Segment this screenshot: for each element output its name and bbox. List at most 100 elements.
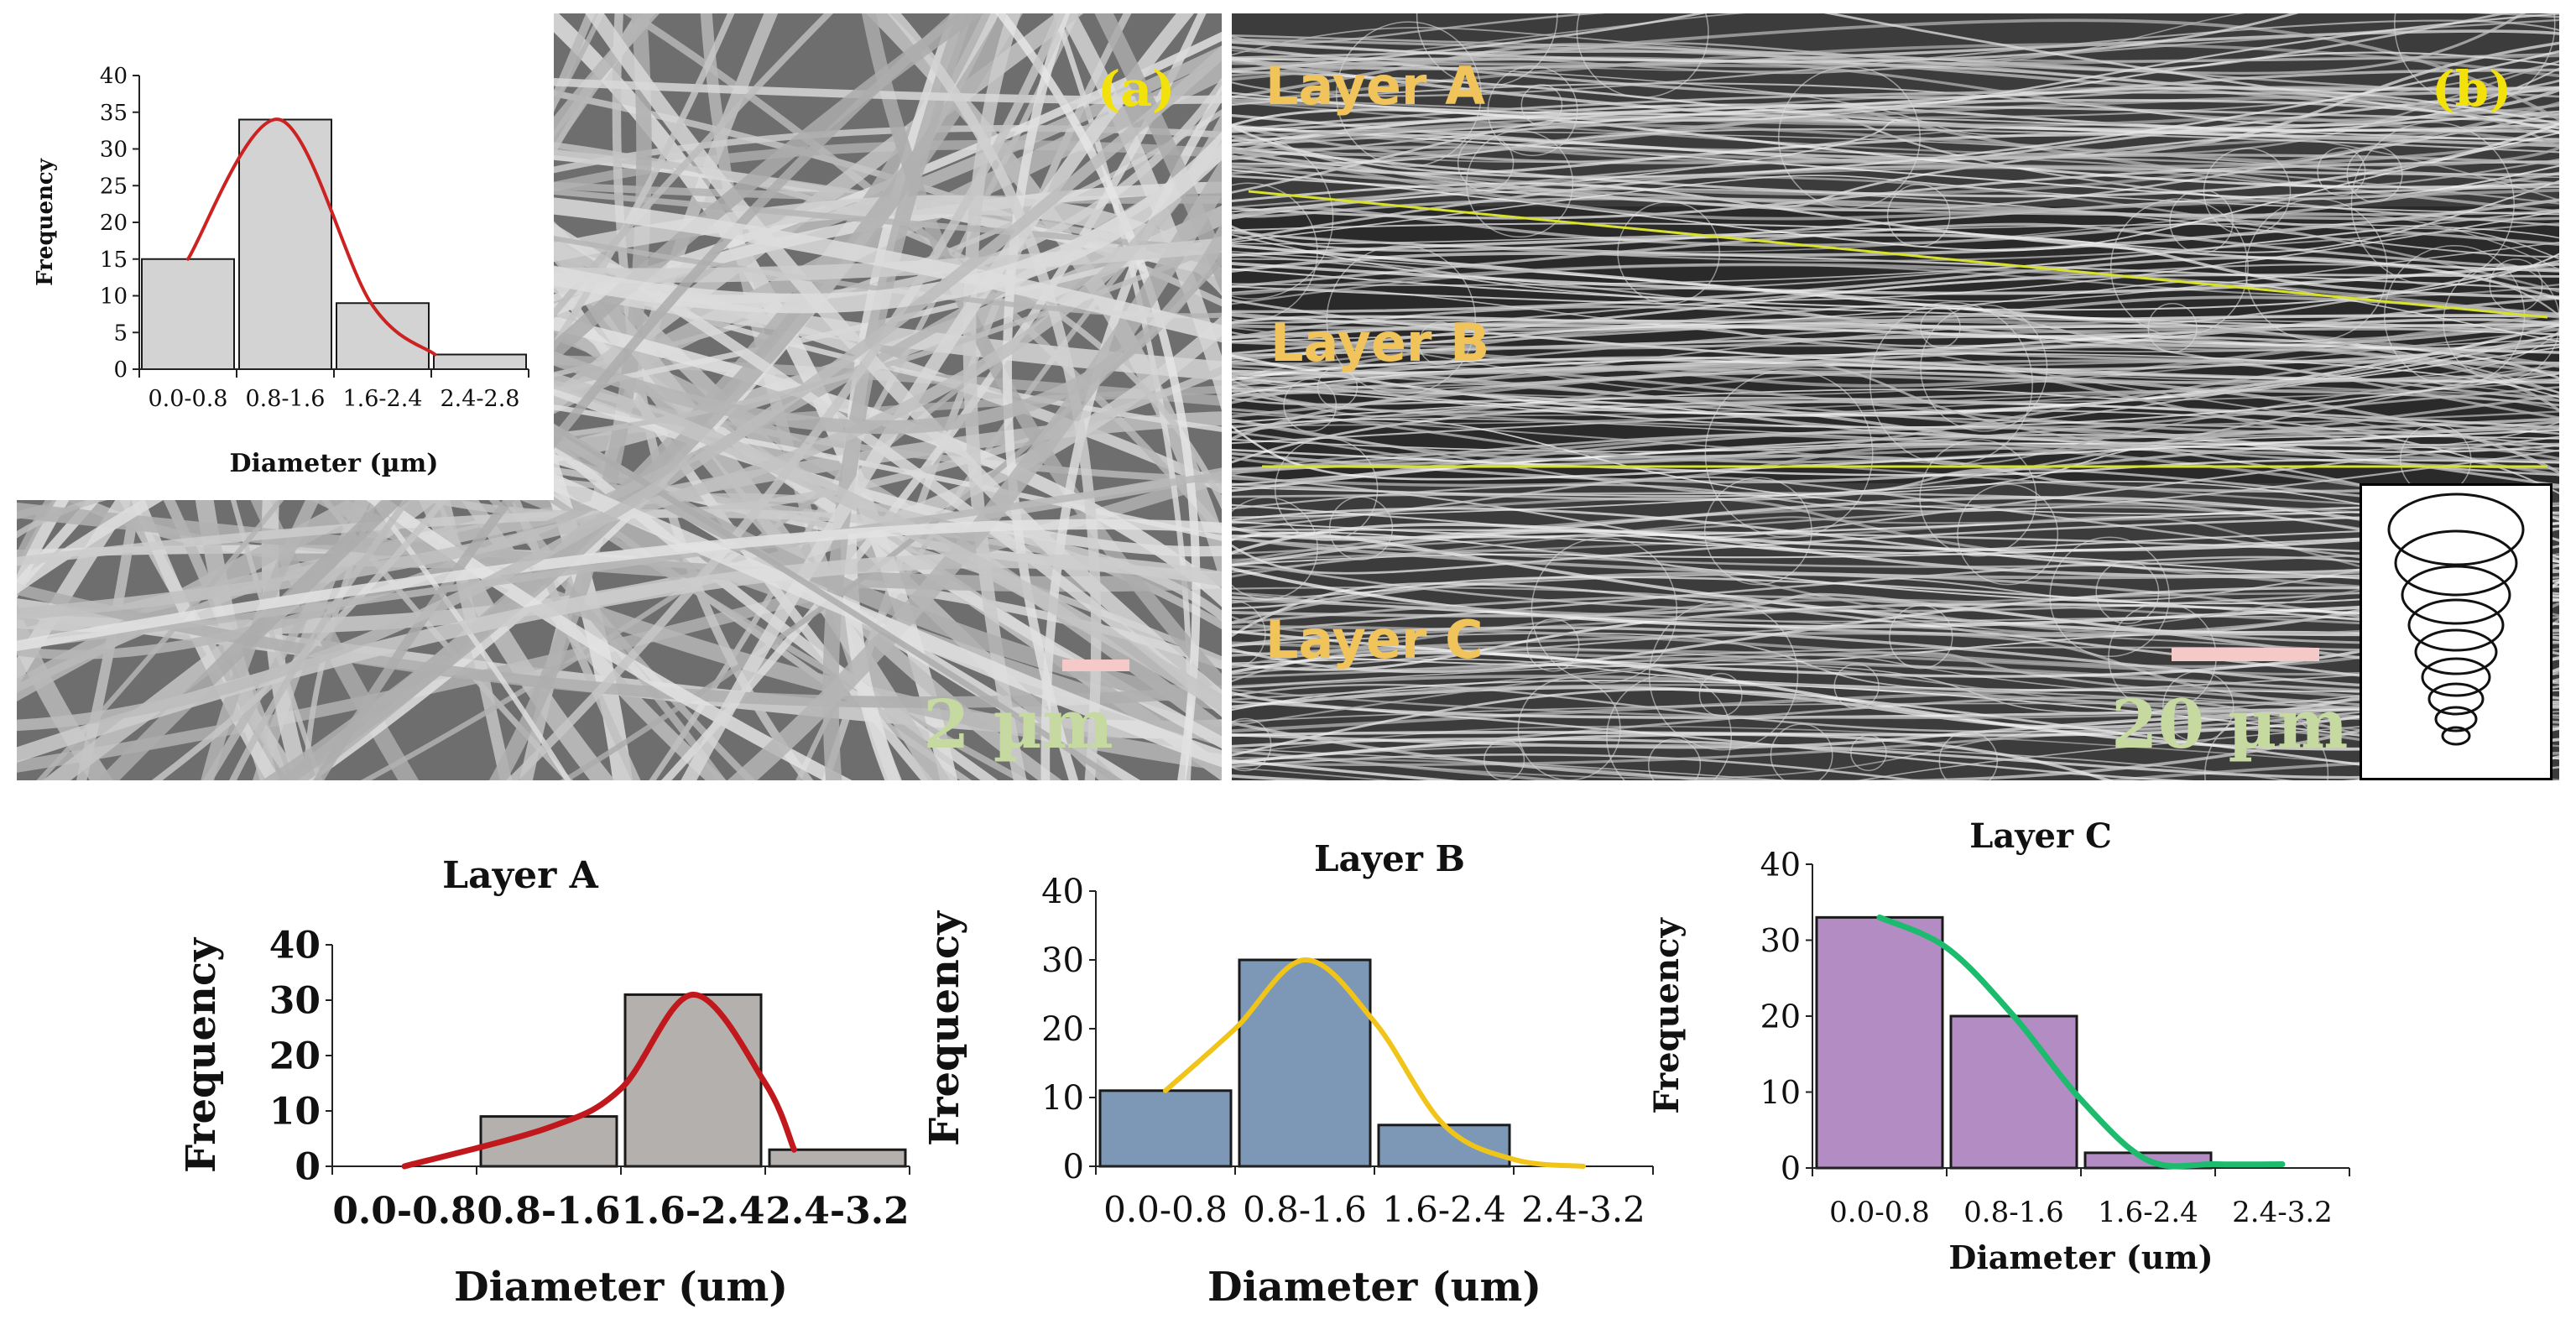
bar-0.0-0.8 <box>141 258 235 370</box>
fiber <box>1232 366 2559 404</box>
fiber <box>1232 418 2559 515</box>
scale-bar-a <box>1062 660 1129 671</box>
fiber-loop <box>2203 148 2292 236</box>
fiber <box>1232 123 2559 167</box>
fiber <box>1232 476 2559 584</box>
fiber <box>1232 34 2559 98</box>
y-axis-label: Frequency <box>178 936 225 1173</box>
fiber <box>1232 319 2559 365</box>
fiber-loop <box>1232 136 1334 300</box>
inset-histogram-a: 0 5 10 15 20 25 30 35 40 0.0-0.8 0.8-1.6 1.6-2.4 2.4… <box>17 13 554 500</box>
x-tick-label: 0.0-0.8 <box>148 386 227 412</box>
fiber <box>1232 592 2559 635</box>
y-tick-label: 30 <box>1760 922 1801 959</box>
fiber-loop <box>2350 122 2515 286</box>
fiber <box>1232 675 2559 729</box>
fiber-loop <box>1326 245 1477 395</box>
histogram-layer-a: 0 10 20 30 40 0.0-0.8 0.8-1.6 1.6-2.4 2.4-3.2 Dia… <box>178 854 910 1311</box>
x-tick-label: 0.0-0.8 <box>1829 1196 1930 1229</box>
bar-2.4-3.2 <box>768 1148 907 1168</box>
fiber-loop <box>1530 537 1678 684</box>
fiber <box>1232 86 2559 149</box>
x-tick-label: 0.8-1.6 <box>245 386 325 412</box>
fiber <box>1232 42 2559 116</box>
fiber-loop <box>1328 496 1394 561</box>
spiral-ring <box>2414 628 2498 675</box>
fiber-loop <box>2147 303 2198 353</box>
fiber <box>1232 155 2559 218</box>
fit-curve <box>1876 914 2286 1170</box>
fiber <box>506 13 1066 780</box>
fiber-loop <box>1317 367 1358 408</box>
chart-title: Layer A <box>442 854 599 897</box>
x-axis-label: Diameter (µm) <box>230 449 439 478</box>
fiber <box>1232 511 2559 575</box>
x-axis-label: Diameter (um) <box>1948 1238 2213 1276</box>
fiber <box>1232 378 2559 403</box>
scale-bar-b <box>2172 648 2319 661</box>
fiber <box>1232 650 2559 751</box>
fiber-loop <box>1919 439 2037 557</box>
x-tick-label: 1.6-2.4 <box>621 1190 764 1233</box>
fiber-loop <box>1232 600 1266 669</box>
fiber <box>1232 253 2559 311</box>
x-tick-label: 2.4-3.2 <box>1521 1189 1645 1230</box>
fiber <box>1232 223 2559 245</box>
fiber-loop <box>1698 672 1743 717</box>
fiber <box>1232 700 2559 749</box>
fiber-loop <box>1957 483 2059 586</box>
fiber-loop <box>1487 65 1578 157</box>
fiber <box>1232 13 2559 122</box>
fiber-loop <box>1647 738 1702 780</box>
scale-bar-label-b: 20 µm <box>2111 685 2349 764</box>
fiber-loop <box>1617 201 1721 305</box>
fit-curve <box>186 117 437 357</box>
x-tick-label: 0.8-1.6 <box>477 1190 620 1233</box>
fiber <box>1232 13 1746 71</box>
spiral-ring <box>2407 598 2505 652</box>
scale-bar-label-a: 2 µm <box>923 685 1113 764</box>
x-tick-label: 2.4-3.2 <box>2232 1196 2333 1229</box>
sem-fiber-image-b <box>1232 13 2559 780</box>
y-tick-label: 20 <box>1041 1010 1084 1049</box>
fiber-loop <box>2394 13 2556 106</box>
fiber <box>1232 148 2559 221</box>
fiber-loop <box>1232 717 1272 772</box>
fiber <box>1232 622 2559 675</box>
fiber <box>1232 496 2559 564</box>
y-tick-label: 0 <box>1063 1148 1084 1186</box>
y-tick-label: 0 <box>1781 1150 1801 1186</box>
fiber-loop <box>1465 129 1574 238</box>
y-axis-label: Frequency <box>33 158 58 286</box>
x-axis-label: Diameter (um) <box>454 1264 788 1311</box>
fiber <box>1232 13 2559 130</box>
fiber-loop <box>1576 13 1709 98</box>
y-tick-label: 40 <box>100 64 128 89</box>
y-tick-label: 10 <box>269 1090 321 1133</box>
fiber-loop <box>2109 198 2249 337</box>
fiber <box>1232 165 2559 222</box>
bar-0.0-0.8 <box>1815 915 1944 1170</box>
fiber <box>1094 13 1222 295</box>
fiber-loop <box>1335 21 1482 168</box>
fiber <box>313 13 965 780</box>
fit-curve <box>1163 957 1586 1169</box>
bar-0.0-0.8 <box>1098 1089 1233 1168</box>
y-tick-label: 40 <box>1760 846 1801 883</box>
sem-fiber-image-a <box>17 13 1222 780</box>
spiral-ring <box>2427 682 2485 716</box>
fiber <box>1232 365 2559 438</box>
fiber <box>1232 502 2559 574</box>
bar-1.6-2.4 <box>336 302 430 370</box>
fiber <box>1232 658 2559 692</box>
fiber <box>1232 280 2559 342</box>
fiber <box>1232 654 2559 719</box>
y-axis-label: Frequency <box>1647 917 1687 1114</box>
histogram-layer-c: 0 10 20 30 40 0.0-0.8 0.8-1.6 1.6-2.4 2.4-3.2 Dia… <box>1647 816 2350 1276</box>
bar-1.6-2.4 <box>623 993 763 1168</box>
histogram-layer-b: 0 10 20 30 40 0.0-0.8 0.8-1.6 1.6-2.4 2.4-3.2 Dia… <box>923 838 1654 1311</box>
fiber <box>1232 117 2559 213</box>
fiber-loop <box>1850 734 1887 772</box>
fiber <box>1232 105 2559 194</box>
fiber <box>1232 390 2559 429</box>
